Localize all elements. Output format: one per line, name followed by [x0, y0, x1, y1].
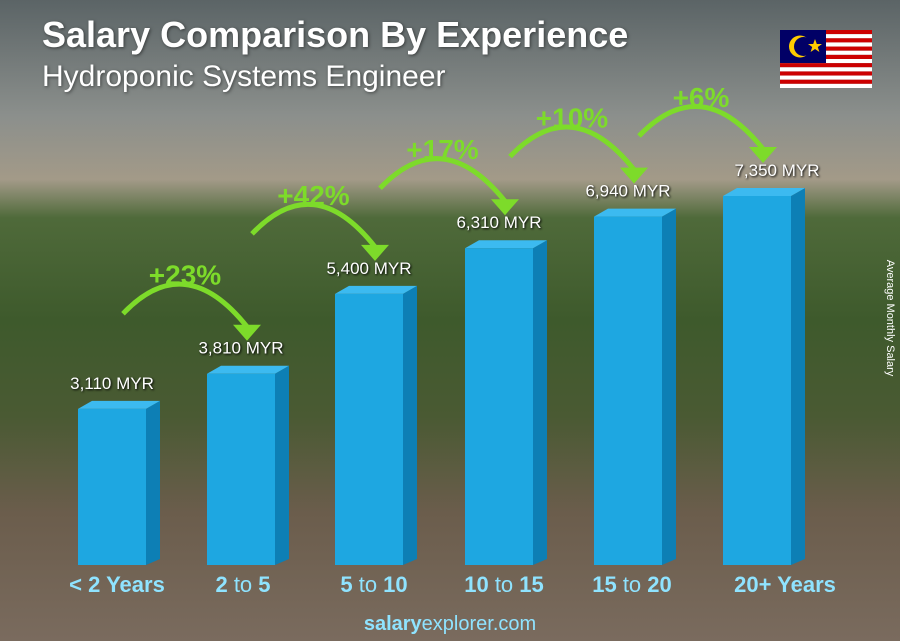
bar-top	[78, 400, 160, 409]
bar	[594, 216, 662, 565]
flag-stripe	[780, 83, 872, 88]
chart-title: Salary Comparison By Experience	[42, 14, 629, 55]
change-arrowhead	[620, 167, 648, 184]
category-part: 15	[592, 572, 616, 597]
footer-brand-bold: salary	[363, 613, 422, 635]
category-part: 20	[647, 572, 671, 597]
bar-value-label: 3,810 MYR	[198, 339, 283, 358]
bar-value-label: 5,400 MYR	[326, 259, 411, 278]
category-label: 2 to 5	[215, 572, 270, 597]
category-part: to	[489, 572, 520, 597]
bar-value-label: 6,310 MYR	[456, 213, 541, 232]
category-part: 2	[215, 572, 227, 597]
bar-side	[791, 188, 805, 565]
change-arrowhead	[491, 199, 519, 216]
category-part: 5	[258, 572, 270, 597]
flag-stripe	[780, 75, 872, 80]
bar	[78, 408, 146, 565]
bar-top	[207, 365, 289, 374]
bar	[207, 373, 275, 565]
footer-brand-rest: explorer.com	[421, 613, 537, 635]
category-part: 10	[383, 572, 407, 597]
change-percent-label: +42%	[277, 180, 349, 211]
category-label: 5 to 10	[340, 572, 407, 597]
bar-top	[465, 240, 547, 249]
y-axis-label: Average Monthly Salary	[884, 259, 896, 377]
change-arrow	[121, 281, 249, 329]
bar	[335, 293, 403, 565]
site-footer[interactable]: salaryexplorer.com	[0, 613, 900, 636]
category-part: 20+ Years	[734, 572, 836, 597]
bar-value-label: 7,350 MYR	[734, 161, 819, 180]
bar-side	[533, 240, 547, 565]
bar-value-label: 6,940 MYR	[585, 182, 670, 201]
change-arrow	[250, 201, 377, 249]
change-arrow	[637, 103, 765, 151]
bar-top	[723, 188, 805, 196]
change-arrow	[378, 156, 507, 203]
category-part: < 2 Years	[69, 572, 165, 597]
change-arrowhead	[361, 244, 389, 261]
bar-top	[335, 285, 417, 294]
category-part: 15	[519, 572, 543, 597]
flag-stripe	[780, 79, 872, 84]
malaysia-flag-icon	[780, 30, 872, 88]
change-arrow	[508, 124, 636, 172]
bar-side	[662, 208, 676, 565]
category-part: to	[228, 572, 259, 597]
bar-top	[594, 208, 676, 217]
flag-stripe	[780, 67, 872, 72]
change-percent-label: +6%	[673, 82, 730, 113]
category-part: to	[353, 572, 384, 597]
change-percent-label: +10%	[536, 103, 608, 134]
category-label: 10 to 15	[464, 572, 544, 597]
change-arrowhead	[749, 147, 777, 163]
flag-stripe	[780, 71, 872, 76]
change-percent-label: +17%	[406, 134, 478, 165]
category-part: 5	[340, 572, 352, 597]
change-arrowhead	[233, 324, 261, 341]
bar	[723, 196, 791, 565]
category-part: 10	[464, 572, 488, 597]
category-part: to	[617, 572, 648, 597]
bar-side	[275, 365, 289, 565]
chart-subtitle: Hydroponic Systems Engineer	[42, 60, 446, 93]
change-percent-label: +23%	[149, 260, 221, 291]
bar-side	[403, 285, 417, 565]
bar-side	[146, 400, 160, 565]
flag-stripe	[780, 63, 872, 68]
category-label: < 2 Years	[69, 572, 165, 597]
category-label: 20+ Years	[734, 572, 836, 597]
bar-value-label: 3,110 MYR	[70, 374, 154, 393]
category-label: 15 to 20	[592, 572, 672, 597]
bar	[465, 248, 533, 565]
